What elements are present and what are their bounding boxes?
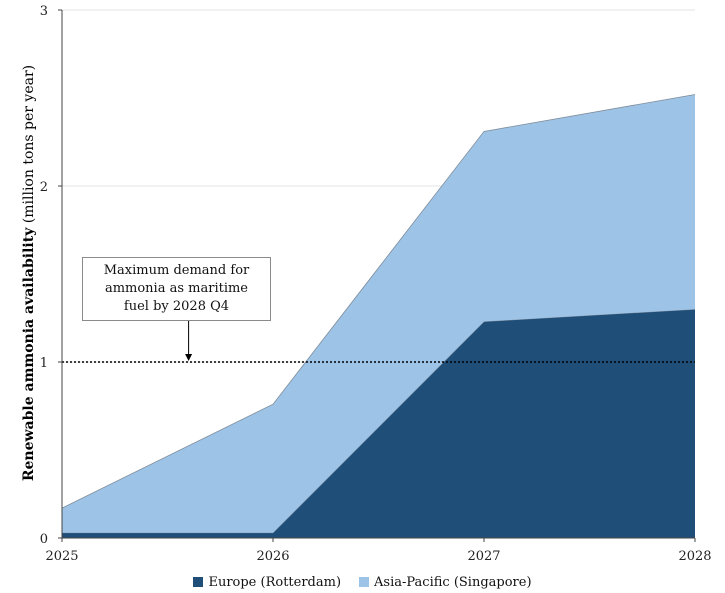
annotation-line-2: ammonia as maritime — [104, 281, 249, 296]
y-tick-label: 0 — [40, 532, 48, 547]
y-axis-label: Renewable ammonia availability (million … — [21, 65, 37, 481]
axes — [58, 9, 696, 542]
y-tick-label: 3 — [40, 4, 48, 19]
legend-item-asia-pacific: Asia-Pacific (Singapore) — [359, 575, 532, 590]
legend: Europe (Rotterdam) Asia-Pacific (Singapo… — [0, 572, 725, 592]
x-tick-label: 2028 — [678, 549, 711, 564]
annotation-line-3: fuel by 2028 Q4 — [123, 299, 230, 314]
y-axis-label-unit: (million tons per year) — [21, 65, 37, 223]
series-areas — [61, 94, 696, 538]
series-edge-asia-pacific — [61, 94, 696, 509]
y-tick-label: 1 — [40, 356, 48, 371]
legend-label-asia-pacific: Asia-Pacific (Singapore) — [374, 574, 532, 590]
y-tick-label: 2 — [40, 180, 48, 195]
legend-swatch-europe — [193, 577, 204, 587]
annotation-line-1: Maximum demand for — [103, 263, 250, 278]
annotation-arrow-head — [185, 354, 193, 361]
area-asia-pacific — [62, 94, 695, 533]
legend-label-europe: Europe (Rotterdam) — [208, 574, 342, 590]
legend-swatch-asia-pacific — [359, 577, 370, 587]
x-tick-label: 2027 — [467, 549, 500, 564]
demand-annotation: Maximum demand for ammonia as maritime f… — [82, 257, 271, 321]
x-tick-label: 2026 — [256, 549, 289, 564]
y-tick-labels: 0 1 2 3 — [40, 4, 48, 547]
x-tick-labels: 2025 2026 2027 2028 — [45, 549, 711, 564]
x-tick-label: 2025 — [45, 549, 78, 564]
area-europe — [62, 309, 695, 538]
y-axis-label-title: Renewable ammonia availability — [21, 227, 37, 481]
legend-item-europe: Europe (Rotterdam) — [193, 575, 341, 590]
